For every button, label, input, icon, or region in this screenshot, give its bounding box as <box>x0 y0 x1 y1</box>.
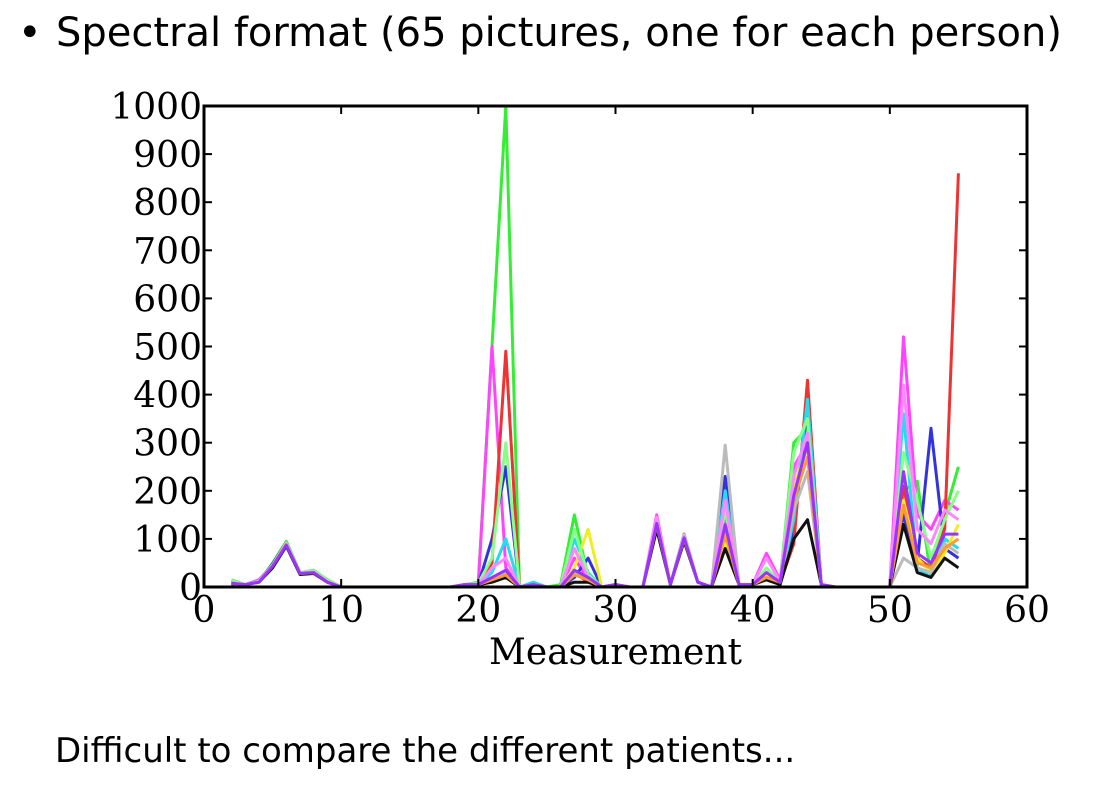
x-axis-title: Measurement <box>489 632 742 673</box>
x-tick-label-30: 30 <box>593 590 639 631</box>
y-tick-label-200: 200 <box>133 472 202 513</box>
x-tick-label-10: 10 <box>318 590 364 631</box>
x-tick-label-20: 20 <box>455 590 501 631</box>
series-line-11 <box>231 455 960 589</box>
tick-layer: 0 100 200 300 400 500 600 700 800 900 1000 0 10 20 30 4… <box>110 87 1050 631</box>
series-line-6 <box>231 446 960 589</box>
series-line-4 <box>231 173 960 589</box>
y-tick-label-600: 600 <box>133 279 202 320</box>
series-layer <box>230 104 960 589</box>
x-tick-label-40: 40 <box>730 590 776 631</box>
y-tick-label-300: 300 <box>133 424 202 465</box>
bullet-text: Spectral format (65 pictures, one for ea… <box>56 10 1062 56</box>
y-tick-label-700: 700 <box>133 231 202 272</box>
x-tick-label-50: 50 <box>867 590 913 631</box>
y-tick-label-500: 500 <box>133 328 202 369</box>
spectral-line-chart: 0 100 200 300 400 500 600 700 800 900 1000 0 10 20 30 4… <box>110 87 1050 673</box>
bullet-symbol: • <box>18 10 42 56</box>
bullet-point: • Spectral format (65 pictures, one for e… <box>18 6 1062 60</box>
x-tick-label-60: 60 <box>1004 590 1050 631</box>
y-tick-label-1000: 1000 <box>110 87 202 128</box>
caption-text: Difficult to compare the different patie… <box>55 731 796 771</box>
y-tick-label-800: 800 <box>133 183 202 224</box>
series-line-2 <box>231 335 960 589</box>
y-tick-label-0: 0 <box>179 568 202 609</box>
series-line-12 <box>231 441 959 589</box>
y-tick-label-100: 100 <box>133 520 202 561</box>
x-tick-label-0: 0 <box>193 590 216 631</box>
series-line-1 <box>230 104 960 589</box>
y-tick-label-400: 400 <box>133 376 202 417</box>
y-tick-label-900: 900 <box>133 135 202 176</box>
series-line-7 <box>231 443 960 589</box>
